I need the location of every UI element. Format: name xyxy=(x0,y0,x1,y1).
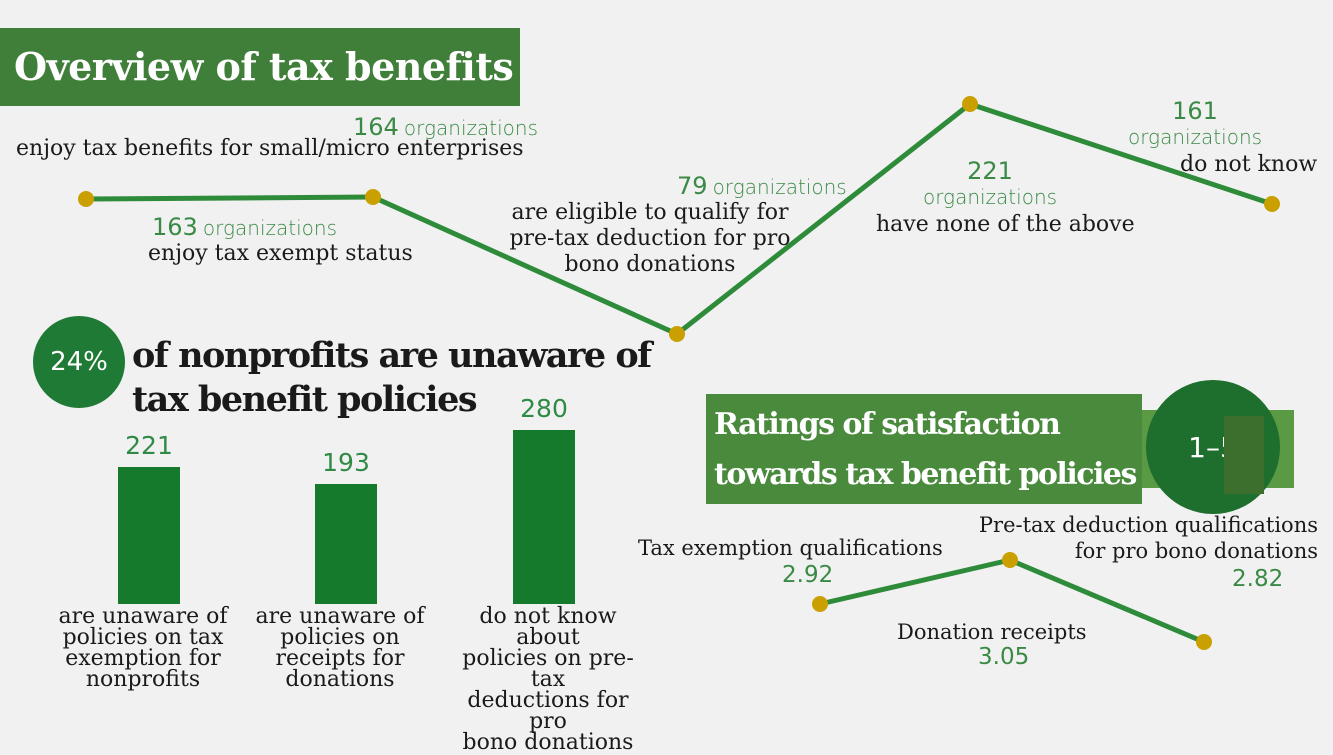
ov-label-small-micro: enjoy tax benefits for small/micro enter… xyxy=(16,136,524,161)
unit-label: organizations xyxy=(895,184,1085,210)
percent-value: 24% xyxy=(50,347,108,377)
label-line: do not know about xyxy=(448,606,648,648)
rating-value-pre-tax: 2.82 xyxy=(1232,566,1283,592)
rating-label-donation-receipts: Donation receipts xyxy=(897,620,1087,644)
scale-square xyxy=(1224,416,1264,494)
headline-line: of nonprofits are unaware of xyxy=(132,334,651,378)
ov-label-none: have none of the above xyxy=(876,212,1135,237)
unit-label: organizations xyxy=(203,216,337,240)
data-label: 161 xyxy=(1120,98,1270,124)
bar-value-label: 193 xyxy=(286,448,406,477)
label-line: for pro bono donations xyxy=(958,538,1318,564)
ratings-title-banner: Ratings of satisfaction towards tax bene… xyxy=(706,394,1142,504)
label-line: policies on xyxy=(245,627,435,648)
label-line: policies on tax xyxy=(48,627,238,648)
ov-value-163: 163 organizations xyxy=(152,213,337,241)
label-line: deductions for pro xyxy=(448,690,648,732)
label-line: bono donations xyxy=(505,252,795,278)
rating-value-donation-receipts: 3.05 xyxy=(978,644,1029,670)
bar-label-pre-tax: do not know about policies on pre-tax de… xyxy=(448,606,648,753)
data-label: 79 xyxy=(677,172,708,200)
label-line: are unaware of xyxy=(245,606,435,627)
ratings-point xyxy=(1196,634,1212,650)
ov-value-161: 161 organizations xyxy=(1120,98,1270,150)
bar-value-label: 280 xyxy=(484,394,604,423)
bar-value-label: 221 xyxy=(89,431,209,460)
label-line: are eligible to qualify for xyxy=(505,200,795,226)
bar xyxy=(118,467,180,604)
percent-circle: 24% xyxy=(33,316,125,408)
label-line: pre-tax deduction for pro xyxy=(505,226,795,252)
ov-value-221: 221 organizations xyxy=(895,158,1085,210)
data-label: 221 xyxy=(895,158,1085,184)
label-line: Pre-tax deduction qualifications xyxy=(958,512,1318,538)
rating-label-tax-exemption: Tax exemption qualifications xyxy=(638,536,943,560)
ov-label-pre-tax: are eligible to qualify for pre-tax dedu… xyxy=(505,200,795,278)
bar xyxy=(513,430,575,604)
rating-value-tax-exemption: 2.92 xyxy=(782,562,833,588)
label-line: donations xyxy=(245,669,435,690)
unit-label: organizations xyxy=(713,175,847,199)
label-line: receipts for xyxy=(245,648,435,669)
ratings-title-line: Ratings of satisfaction xyxy=(714,400,1142,450)
overview-point-161 xyxy=(1264,196,1280,212)
label-line: nonprofits xyxy=(48,669,238,690)
ov-label-tax-exempt: enjoy tax exempt status xyxy=(148,241,413,266)
overview-point-164 xyxy=(365,189,381,205)
label-line: exemption for xyxy=(48,648,238,669)
rating-label-pre-tax: Pre-tax deduction qualifications for pro… xyxy=(958,512,1318,564)
ov-value-79: 79 organizations xyxy=(677,172,847,200)
overview-point-163 xyxy=(78,191,94,207)
label-line: are unaware of xyxy=(48,606,238,627)
overview-point-221 xyxy=(962,96,978,112)
ov-label-do-not-know: do not know xyxy=(1180,152,1317,177)
bar xyxy=(315,484,377,604)
overview-line-segment xyxy=(86,197,373,199)
ratings-title-line: towards tax benefit policies xyxy=(714,450,1142,500)
unit-label: organizations xyxy=(1120,124,1270,150)
ratings-point xyxy=(812,596,828,612)
label-line: policies on pre-tax xyxy=(448,648,648,690)
ratings-line-segment xyxy=(820,560,1010,604)
overview-point-79 xyxy=(669,326,685,342)
bar-label-tax-exemption: are unaware of policies on tax exemption… xyxy=(48,606,238,690)
label-line: bono donations xyxy=(448,732,648,753)
bar-label-receipts: are unaware of policies on receipts for … xyxy=(245,606,435,690)
data-label: 163 xyxy=(152,213,198,241)
